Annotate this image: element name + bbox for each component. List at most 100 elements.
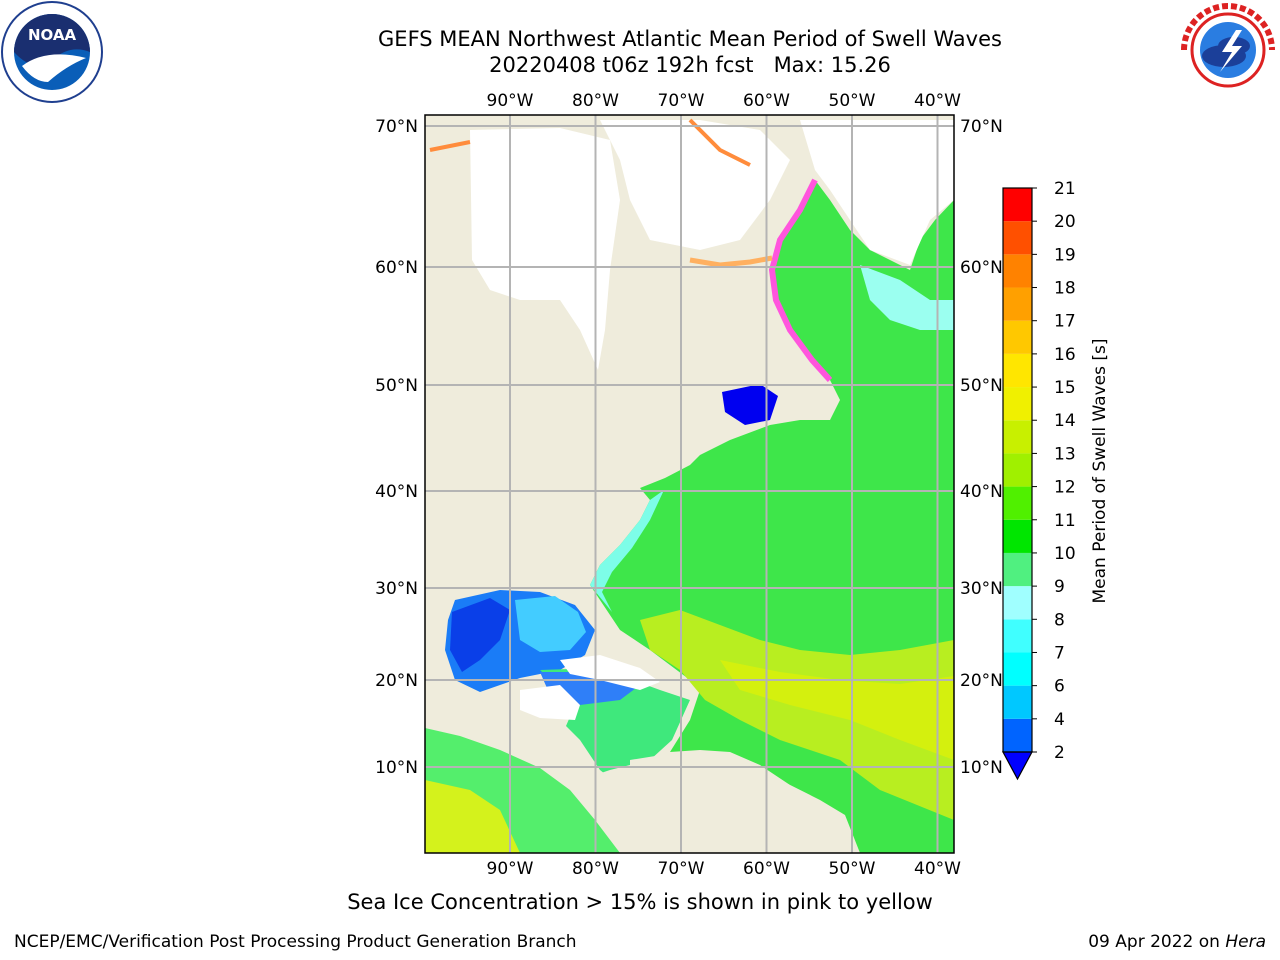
gulf-of-mexico-deep (450, 598, 510, 672)
footer-machine: Hera (1225, 932, 1266, 952)
colorbar-label: Mean Period of Swell Waves [s] (1090, 339, 1110, 604)
greenland-ice (800, 120, 954, 265)
noaa-logo-text: NOAA (28, 26, 77, 44)
gulf-st-lawrence (722, 384, 778, 425)
lon-label-top: 70°W (658, 91, 705, 111)
lat-label-right: 20°N (960, 671, 1003, 691)
ice-edge-labrador (768, 178, 833, 383)
lon-label-top: 40°W (914, 91, 961, 111)
lat-labels-left: 70°N 60°N 50°N 40°N 30°N 20°N 10°N (375, 117, 418, 778)
ice-edge-hudson (689, 255, 773, 268)
colorbar-swatch (1003, 552, 1032, 587)
lon-label-bottom: 60°W (743, 859, 790, 879)
central-america-land (425, 700, 670, 853)
lat-label-left: 30°N (375, 579, 418, 599)
lon-label-bottom: 80°W (572, 859, 619, 879)
shelf-zone-labrador (860, 265, 954, 330)
lon-label-bottom: 70°W (658, 859, 705, 879)
lat-label-right: 70°N (960, 117, 1003, 137)
colorbar-swatch (1003, 420, 1032, 454)
footer-credit: NCEP/EMC/Verification Post Processing Pr… (14, 932, 577, 952)
lat-label-left: 10°N (375, 758, 418, 778)
colorbar-swatch (1003, 387, 1032, 421)
colorbar-swatch (1003, 619, 1032, 653)
lon-label-bottom: 90°W (487, 859, 534, 879)
colorbar-swatch (1003, 586, 1032, 620)
colorbar-tick-label: 6 (1054, 677, 1065, 697)
colorbar-tick-label: 20 (1054, 212, 1076, 232)
colorbar-swatch (1003, 519, 1032, 553)
lat-label-left: 70°N (375, 117, 418, 137)
colorbar-tick-label: 16 (1054, 345, 1076, 365)
lat-label-left: 20°N (375, 671, 418, 691)
colorbar-swatch (1003, 453, 1032, 487)
colorbar-tick-label: 17 (1054, 312, 1076, 332)
colorbar-frame (1002, 187, 1033, 753)
nws-logo (1180, 2, 1276, 98)
colorbar-swatch (1003, 320, 1032, 354)
lat-labels-right: 70°N 60°N 50°N 40°N 30°N 20°N 10°N (960, 117, 1003, 778)
sea-ice-note: Sea Ice Concentration > 15% is shown in … (347, 890, 933, 914)
lat-label-right: 50°N (960, 376, 1003, 396)
map-canvas (425, 115, 954, 853)
baffin-ice (600, 120, 790, 250)
colorbar-swatch (1003, 486, 1032, 520)
colorbar-tick-label: 18 (1054, 279, 1076, 299)
ice-edge-north (429, 118, 751, 167)
lat-label-left: 50°N (375, 376, 418, 396)
lon-label-top: 80°W (572, 91, 619, 111)
colorbar-tick-label: 9 (1054, 577, 1065, 597)
gulf-of-mexico-light (515, 596, 586, 652)
colorbar-swatch (1003, 652, 1032, 686)
map-title: GEFS MEAN Northwest Atlantic Mean Period… (290, 26, 1090, 78)
footer-date: 09 Apr 2022 on Hera (1088, 932, 1266, 952)
noaa-logo: NOAA (1, 1, 103, 103)
lon-label-bottom: 50°W (829, 859, 876, 879)
colorbar-swatch (1003, 685, 1032, 719)
colorbar-tick-label: 7 (1054, 643, 1065, 663)
colorbar-tick-label: 2 (1054, 743, 1065, 763)
south-america-land (630, 752, 860, 853)
map-frame (424, 114, 955, 854)
title-line-1: GEFS MEAN Northwest Atlantic Mean Period… (378, 27, 1002, 51)
colorbar-tick-label: 14 (1054, 411, 1076, 431)
cuba-land (560, 655, 660, 690)
lat-label-right: 40°N (960, 482, 1003, 502)
shelf-zone-east-coast (590, 490, 664, 612)
colorbar-tick-label: 19 (1054, 245, 1076, 265)
hudson-bay-ice (470, 128, 620, 370)
lon-label-top: 50°W (829, 91, 876, 111)
lat-label-left: 60°N (375, 258, 418, 278)
graticule (425, 115, 954, 853)
pacific-yellow (425, 780, 520, 853)
tropical-swell-band-inner (720, 660, 954, 760)
colorbar (1001, 187, 1034, 781)
colorbar-swatch (1003, 287, 1032, 321)
colorbar-tick-label: 10 (1054, 544, 1076, 564)
colorbar-tick-label: 12 (1054, 478, 1076, 498)
colorbar-ticks: 2 4 6 7 8 9 10 11 12 13 14 15 16 17 18 19 20 21 (1032, 179, 1076, 763)
colorbar-tick-label: 21 (1054, 179, 1076, 199)
colorbar-tick-label: 15 (1054, 378, 1076, 398)
lat-label-right: 60°N (960, 258, 1003, 278)
lat-label-left: 40°N (375, 482, 418, 502)
lat-label-right: 30°N (960, 579, 1003, 599)
lon-labels-top: 90°W 80°W 70°W 60°W 50°W 40°W (487, 91, 962, 111)
colorbar-tick-label: 4 (1054, 710, 1065, 730)
footer-date-text: 09 Apr 2022 on (1088, 932, 1226, 952)
colorbar-swatch (1003, 718, 1032, 752)
lat-label-right: 10°N (960, 758, 1003, 778)
colorbar-swatch (1003, 188, 1032, 222)
colorbar-tick-label: 11 (1054, 511, 1076, 531)
lon-label-top: 60°W (743, 91, 790, 111)
title-line-2: 20220408 t06z 192h fcst Max: 15.26 (489, 53, 891, 77)
colorbar-tick-label: 8 (1054, 610, 1065, 630)
lon-label-top: 90°W (487, 91, 534, 111)
lon-label-bottom: 40°W (914, 859, 961, 879)
colorbar-swatch (1003, 254, 1032, 288)
yucatan-land (520, 685, 580, 720)
colorbar-swatch (1003, 221, 1032, 255)
colorbar-swatch (1003, 353, 1032, 388)
lon-labels-bottom: 90°W 80°W 70°W 60°W 50°W 40°W (487, 859, 962, 879)
